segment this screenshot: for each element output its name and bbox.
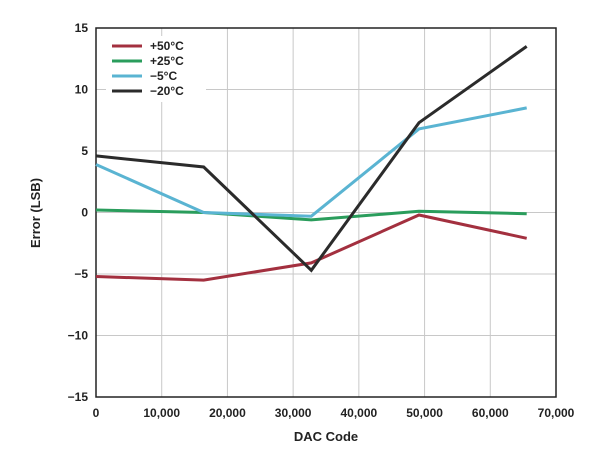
legend-label: −20°C <box>150 84 184 98</box>
y-tick-label: 0 <box>81 206 88 220</box>
y-axis-label: Error (LSB) <box>28 178 43 248</box>
y-tick-label: 15 <box>75 21 89 35</box>
x-tick-label: 30,000 <box>275 406 312 420</box>
series-line-2 <box>95 106 527 218</box>
legend: +50°C+25°C−5°C−20°C <box>112 39 184 98</box>
legend-label: −5°C <box>150 69 177 83</box>
series-line-0 <box>95 213 528 282</box>
x-tick-label: 20,000 <box>209 406 246 420</box>
x-tick-label: 10,000 <box>143 406 180 420</box>
y-tick-label: 5 <box>81 144 88 158</box>
y-tick-label: −10 <box>68 329 89 343</box>
y-tick-label: 10 <box>75 83 89 97</box>
plot-area-border <box>95 27 557 398</box>
series-lines <box>95 45 528 282</box>
x-tick-label: 0 <box>93 406 100 420</box>
x-tick-labels: 0 10,000 20,000 30,000 40,000 50,000 60,000 70,… <box>93 406 575 420</box>
legend-label: +50°C <box>150 39 184 53</box>
series-line-1 <box>95 208 527 222</box>
x-axis-label: DAC Code <box>294 429 358 444</box>
x-tick-label: 40,000 <box>341 406 378 420</box>
y-tick-label: −15 <box>68 390 89 404</box>
x-tick-label: 50,000 <box>406 406 443 420</box>
y-tick-label: −5 <box>74 267 88 281</box>
series-line-3 <box>95 45 528 273</box>
x-tick-label: 70,000 <box>538 406 575 420</box>
x-tick-label: 60,000 <box>472 406 509 420</box>
legend-label: +25°C <box>150 54 184 68</box>
y-tick-labels: −15 −10 −5 0 5 10 15 <box>68 21 89 404</box>
